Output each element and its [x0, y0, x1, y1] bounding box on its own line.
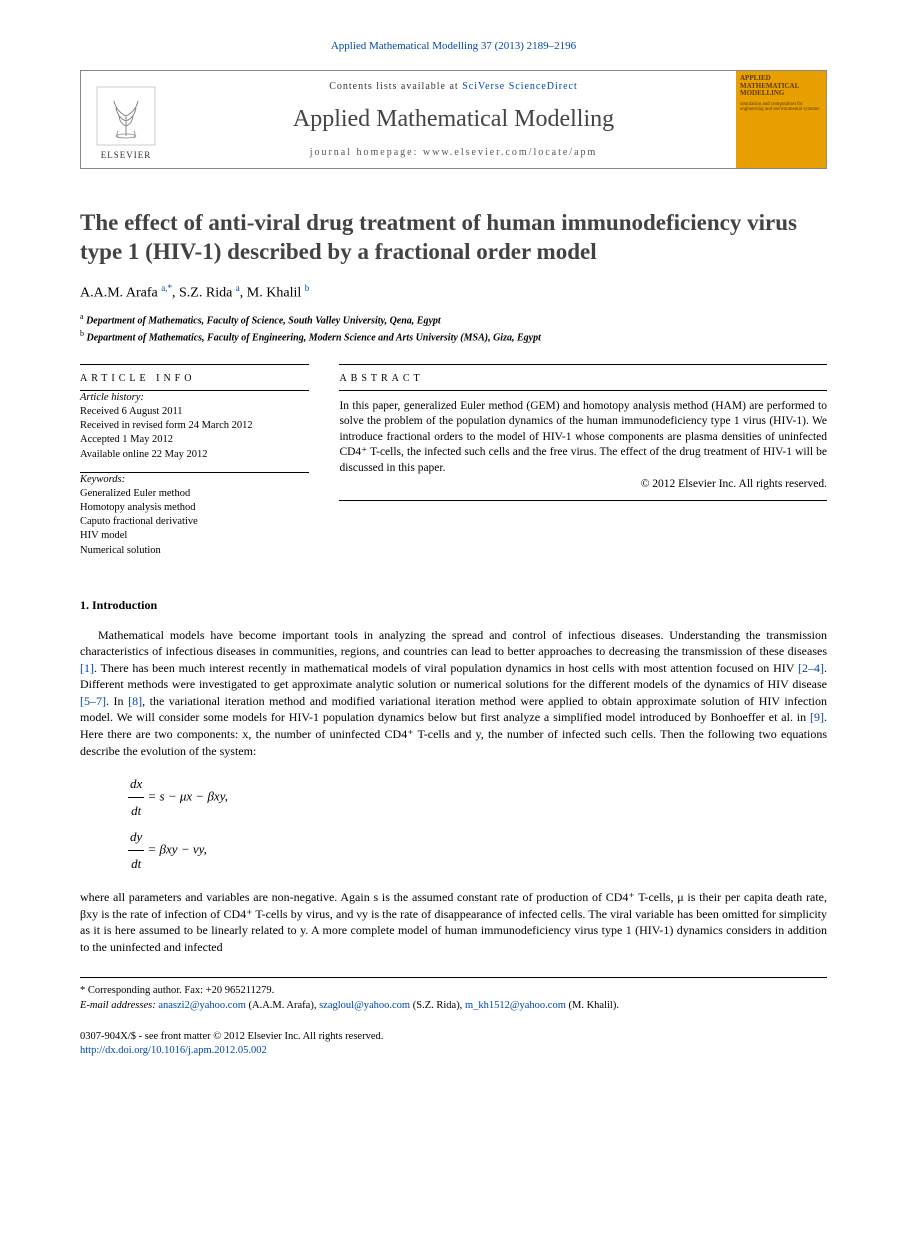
history-line: Received in revised form 24 March 2012 [80, 419, 309, 433]
keyword: Homotopy analysis method [80, 501, 309, 515]
abstract-copyright: © 2012 Elsevier Inc. All rights reserved… [339, 478, 827, 490]
equation-1-rhs: = s − μx − βxy, [148, 789, 228, 804]
abstract-text: In this paper, generalized Euler method … [339, 399, 827, 477]
header-citation: Applied Mathematical Modelling 37 (2013)… [80, 40, 827, 52]
keyword: Generalized Euler method [80, 487, 309, 501]
info-abstract-row: article info Article history: Received 6… [80, 364, 827, 568]
keyword: Caputo fractional derivative [80, 515, 309, 529]
corresponding-author: * Corresponding author. Fax: +20 9652112… [80, 984, 827, 999]
rule [339, 364, 827, 365]
keywords-label: Keywords: [80, 473, 309, 487]
affiliations: a Department of Mathematics, Faculty of … [80, 311, 827, 346]
rule [339, 500, 827, 501]
journal-homepage: journal homepage: www.elsevier.com/locat… [179, 147, 728, 158]
equation-2-rhs: = βxy − νy, [148, 842, 207, 857]
rule [80, 364, 309, 365]
equation-1: dxdt = s − μx − βxy, [128, 771, 827, 824]
history-line: Available online 22 May 2012 [80, 448, 309, 462]
article-history: Article history: Received 6 August 2011 … [80, 391, 309, 462]
equation-2: dydt = βxy − νy, [128, 824, 827, 877]
front-matter-line: 0307-904X/$ - see front matter © 2012 El… [80, 1030, 827, 1045]
cover-title: APPLIED MATHEMATICAL MODELLING [740, 75, 822, 98]
intro-paragraph-1: Mathematical models have become importan… [80, 627, 827, 759]
contents-available-line: Contents lists available at SciVerse Sci… [179, 81, 728, 92]
author-list: A.A.M. Arafa a,*, S.Z. Rida a, M. Khalil… [80, 283, 827, 302]
publisher-name: ELSEVIER [101, 150, 152, 160]
keyword: HIV model [80, 529, 309, 543]
keyword: Numerical solution [80, 544, 309, 558]
intro-paragraph-2: where all parameters and variables are n… [80, 889, 827, 955]
journal-masthead: ELSEVIER Contents lists available at Sci… [80, 70, 827, 169]
contents-prefix: Contents lists available at [329, 81, 462, 92]
history-line: Accepted 1 May 2012 [80, 433, 309, 447]
sciencedirect-link[interactable]: SciVerse ScienceDirect [462, 81, 578, 92]
cover-subtitle: simulation and computation for engineeri… [740, 102, 822, 112]
history-line: Received 6 August 2011 [80, 405, 309, 419]
journal-name: Applied Mathematical Modelling [179, 106, 728, 133]
history-label: Article history: [80, 391, 309, 405]
abstract-column: abstract In this paper, generalized Eule… [339, 364, 827, 568]
elsevier-tree-icon [96, 86, 156, 146]
doi-link[interactable]: http://dx.doi.org/10.1016/j.apm.2012.05.… [80, 1045, 267, 1056]
rule [339, 390, 827, 391]
publisher-logo: ELSEVIER [81, 71, 171, 168]
abstract-label: abstract [339, 373, 827, 384]
equation-block: dxdt = s − μx − βxy, dydt = βxy − νy, [128, 771, 827, 877]
section-heading-1: 1. Introduction [80, 598, 827, 613]
email-addresses: E-mail addresses: anaszi2@yahoo.com (A.A… [80, 999, 827, 1014]
article-title: The effect of anti-viral drug treatment … [80, 209, 827, 267]
article-info-label: article info [80, 373, 309, 384]
keywords-block: Keywords: Generalized Euler method Homot… [80, 473, 309, 558]
footnotes: * Corresponding author. Fax: +20 9652112… [80, 977, 827, 1013]
journal-cover-thumb: APPLIED MATHEMATICAL MODELLING simulatio… [736, 71, 826, 168]
front-matter-footer: 0307-904X/$ - see front matter © 2012 El… [80, 1030, 827, 1059]
article-info-column: article info Article history: Received 6… [80, 364, 309, 568]
masthead-center: Contents lists available at SciVerse Sci… [171, 71, 736, 168]
